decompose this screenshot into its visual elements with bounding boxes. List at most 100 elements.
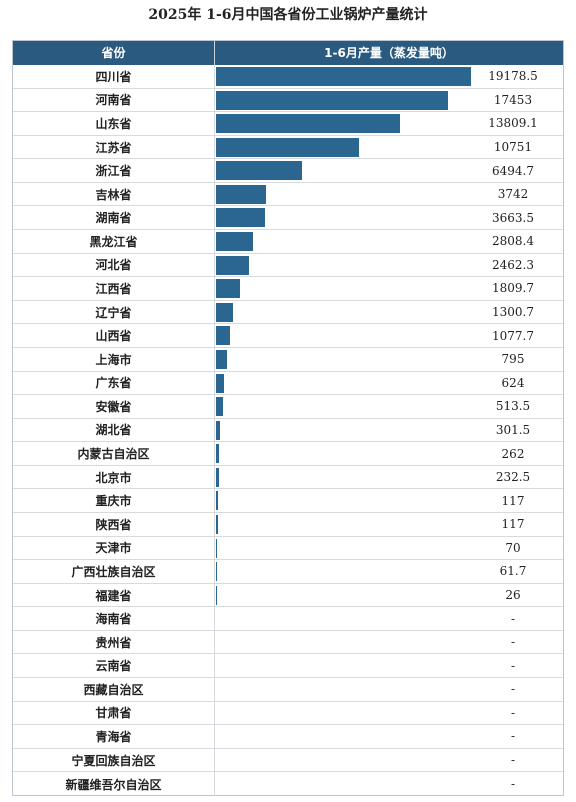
bar <box>216 397 223 417</box>
value-label: 70 <box>505 540 521 555</box>
value-label: 3742 <box>497 187 529 202</box>
row-province: 天津市 <box>13 536 215 560</box>
bar <box>216 444 220 464</box>
row-province: 江西省 <box>13 277 215 300</box>
value-label: 232.5 <box>495 470 531 485</box>
row-province: 吉林省 <box>13 182 215 206</box>
table-row: 辽宁省 1300.7 <box>13 300 563 325</box>
row-province: 河南省 <box>13 88 215 112</box>
value-label: - <box>510 777 516 792</box>
table-row: 天津市 70 <box>13 536 563 561</box>
row-province: 陕西省 <box>13 512 215 536</box>
value-label: 61.7 <box>499 564 527 579</box>
row-province: 北京市 <box>13 465 215 489</box>
bar <box>216 562 217 582</box>
bar <box>216 114 400 134</box>
value-label: 3663.5 <box>492 210 534 225</box>
bar <box>216 538 217 558</box>
row-province: 辽宁省 <box>13 300 215 324</box>
value-label: 19178.5 <box>488 69 538 84</box>
bar <box>216 302 234 322</box>
table-row: 湖北省 301.5 <box>13 418 563 443</box>
table-row: 江苏省 10751 <box>13 135 563 160</box>
table-row: 吉林省 3742 <box>13 182 563 207</box>
row-province: 黑龙江省 <box>13 230 215 253</box>
table-row: 海南省 - <box>13 607 563 631</box>
bar <box>216 208 265 228</box>
value-label: - <box>510 658 516 673</box>
table-header: 省份 1-6月产量（蒸发量吨） <box>13 41 563 65</box>
row-province: 广东省 <box>13 371 215 395</box>
bar <box>216 137 359 157</box>
row-province: 四川省 <box>13 65 215 88</box>
table-row: 西藏自治区 - <box>13 678 563 702</box>
row-province: 浙江省 <box>13 159 215 182</box>
row-province: 内蒙古自治区 <box>13 442 215 465</box>
bar <box>216 349 227 369</box>
value-label: 513.5 <box>495 399 531 414</box>
table-row: 浙江省 6494.7 <box>13 159 563 183</box>
row-province: 贵州省 <box>13 630 215 654</box>
table-row: 四川省 19178.5 <box>13 65 563 89</box>
table-row: 宁夏回族自治区 - <box>13 748 563 773</box>
row-province: 湖北省 <box>13 418 215 442</box>
table-row: 河北省 2462.3 <box>13 253 563 278</box>
table-row: 安徽省 513.5 <box>13 395 563 419</box>
data-table: 省份 1-6月产量（蒸发量吨） 四川省 19178.5 河南省 17453 山东省 138… <box>12 40 564 796</box>
value-label: 1300.7 <box>492 305 534 320</box>
value-label: 1809.7 <box>492 281 534 296</box>
row-province: 新疆维吾尔自治区 <box>13 772 215 796</box>
chart-title: 2025年 1-6月中国各省份工业锅炉产量统计 <box>148 7 428 23</box>
header-value: 1-6月产量（蒸发量吨） <box>324 46 454 60</box>
bar <box>216 67 471 86</box>
bar <box>216 373 225 393</box>
table-row: 福建省 26 <box>13 583 563 608</box>
row-province: 广西壮族自治区 <box>13 560 215 583</box>
row-province: 福建省 <box>13 583 215 607</box>
table-row: 甘肃省 - <box>13 701 563 726</box>
row-province: 湖南省 <box>13 206 215 230</box>
value-label: - <box>510 753 516 768</box>
bar <box>216 585 217 605</box>
value-label: - <box>510 682 516 697</box>
value-label: 1077.7 <box>492 328 534 343</box>
value-label: 26 <box>505 588 521 602</box>
value-label: 10751 <box>493 140 533 155</box>
row-province: 甘肃省 <box>13 701 215 725</box>
bar <box>216 491 218 511</box>
row-province: 安徽省 <box>13 395 215 418</box>
value-label: 6494.7 <box>492 163 534 178</box>
row-province: 上海市 <box>13 347 215 371</box>
table-body: 四川省 19178.5 河南省 17453 山东省 13809.1 江苏省 10751 浙江省 6… <box>13 65 563 796</box>
table-row: 广西壮族自治区 61.7 <box>13 560 563 584</box>
bar <box>216 184 266 204</box>
value-label: 301.5 <box>495 422 531 437</box>
table-row: 新疆维吾尔自治区 - <box>13 772 563 796</box>
row-province: 河北省 <box>13 253 215 277</box>
table-row: 山东省 13809.1 <box>13 112 563 136</box>
table-row: 重庆市 117 <box>13 489 563 513</box>
row-province: 青海省 <box>13 725 215 748</box>
bar <box>216 326 231 346</box>
value-label: 13809.1 <box>488 116 538 131</box>
row-province: 重庆市 <box>13 489 215 512</box>
table-row: 北京市 232.5 <box>13 465 563 490</box>
row-province: 山东省 <box>13 112 215 135</box>
bar <box>216 255 249 275</box>
table-row: 山西省 1077.7 <box>13 324 563 348</box>
bar <box>216 279 241 299</box>
table-row: 贵州省 - <box>13 630 563 655</box>
table-row: 江西省 1809.7 <box>13 277 563 301</box>
table-row: 陕西省 117 <box>13 512 563 537</box>
table-row: 河南省 17453 <box>13 88 563 113</box>
row-province: 江苏省 <box>13 135 215 159</box>
bar <box>216 514 218 534</box>
value-label: 117 <box>501 517 525 532</box>
table-row: 黑龙江省 2808.4 <box>13 230 563 254</box>
value-label: 624 <box>501 375 525 390</box>
value-label: 2808.4 <box>492 234 534 249</box>
bar <box>216 232 254 252</box>
value-label: 17453 <box>493 92 533 107</box>
value-label: 795 <box>501 352 525 367</box>
bar <box>216 161 303 181</box>
